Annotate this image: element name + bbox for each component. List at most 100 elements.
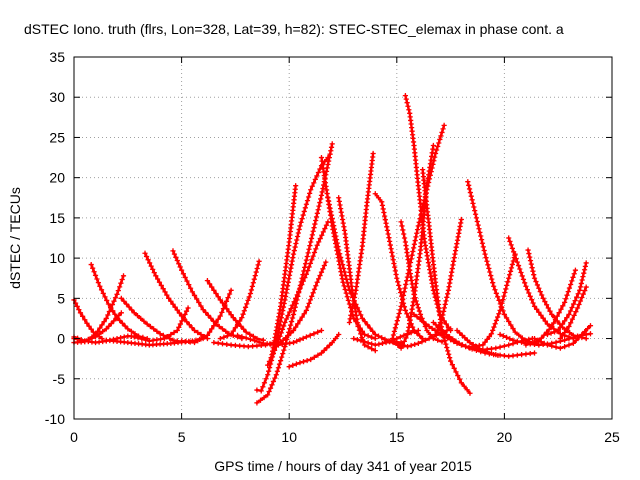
data-point — [390, 257, 396, 263]
data-point — [299, 314, 305, 320]
data-point — [297, 223, 303, 229]
data-point — [76, 306, 82, 313]
series-38 — [469, 251, 518, 350]
data-point — [286, 272, 293, 278]
x-tick-label: 20 — [497, 429, 513, 445]
data-point — [341, 269, 348, 275]
data-point — [105, 312, 111, 318]
data-point — [466, 345, 472, 351]
data-point — [562, 337, 568, 343]
data-point — [455, 372, 461, 379]
data-point — [313, 214, 320, 220]
data-point — [404, 100, 410, 106]
data-point — [364, 322, 371, 328]
data-point — [280, 304, 287, 310]
data-point — [379, 335, 385, 341]
data-point — [89, 335, 95, 341]
data-point — [170, 337, 176, 343]
data-point — [219, 326, 226, 332]
data-point — [382, 217, 388, 223]
data-point — [252, 273, 258, 279]
data-point — [542, 298, 548, 305]
data-point — [566, 336, 572, 342]
series-43 — [531, 323, 594, 351]
data-point — [254, 387, 260, 393]
data-point — [372, 348, 378, 354]
data-point — [369, 334, 375, 340]
data-point — [247, 331, 253, 337]
data-point — [213, 290, 219, 297]
data-point — [119, 276, 125, 283]
data-point — [326, 202, 332, 208]
data-point — [489, 276, 495, 282]
data-point — [531, 335, 538, 342]
data-point — [195, 338, 201, 344]
data-point — [491, 283, 497, 289]
data-point — [399, 223, 405, 229]
data-point — [547, 308, 553, 314]
series-24 — [346, 150, 376, 326]
data-point — [535, 337, 541, 343]
data-point — [125, 326, 131, 332]
data-point — [569, 316, 576, 322]
data-point — [412, 237, 418, 244]
data-point — [576, 301, 582, 308]
y-tick-label: 35 — [49, 49, 65, 65]
data-point — [305, 194, 312, 200]
data-point — [327, 151, 333, 157]
data-point — [303, 334, 310, 340]
data-point — [538, 312, 544, 318]
data-point — [340, 279, 346, 285]
data-point — [265, 392, 271, 398]
series-line — [466, 180, 538, 345]
data-point — [295, 230, 301, 236]
data-point — [496, 297, 502, 303]
data-point — [95, 280, 101, 286]
data-point — [228, 312, 234, 318]
data-point — [293, 361, 299, 367]
data-point — [242, 304, 249, 310]
data-point — [206, 329, 213, 335]
data-point — [442, 338, 448, 344]
data-point — [84, 320, 90, 326]
data-point — [464, 387, 470, 393]
data-point — [442, 301, 448, 307]
data-point — [499, 300, 505, 306]
data-point — [416, 308, 422, 314]
data-point — [111, 318, 117, 324]
data-point — [342, 273, 349, 279]
data-point — [104, 297, 110, 304]
data-point — [401, 332, 407, 338]
data-point — [497, 344, 503, 350]
data-point — [515, 262, 522, 269]
data-point — [385, 231, 391, 237]
data-point — [305, 267, 311, 274]
data-point — [507, 272, 513, 278]
data-point — [293, 324, 299, 330]
data-point — [540, 315, 546, 321]
data-point — [288, 306, 294, 312]
data-point — [572, 267, 579, 273]
data-point — [408, 330, 414, 336]
data-point — [317, 235, 323, 242]
data-point — [432, 327, 438, 333]
data-point — [243, 329, 249, 335]
data-point — [204, 332, 211, 338]
data-point — [509, 261, 515, 268]
series-line — [470, 252, 517, 348]
data-point — [414, 226, 421, 233]
data-point — [161, 335, 167, 342]
data-point — [219, 300, 226, 306]
data-point — [306, 300, 312, 306]
data-point — [316, 239, 322, 245]
data-point — [277, 339, 284, 346]
data-point — [323, 222, 329, 228]
data-point — [456, 376, 463, 382]
data-point — [88, 261, 94, 268]
data-point — [313, 283, 319, 289]
data-point — [441, 305, 448, 311]
data-point — [536, 285, 542, 291]
data-point — [274, 368, 280, 374]
data-point — [225, 295, 231, 301]
series-44 — [544, 260, 589, 338]
